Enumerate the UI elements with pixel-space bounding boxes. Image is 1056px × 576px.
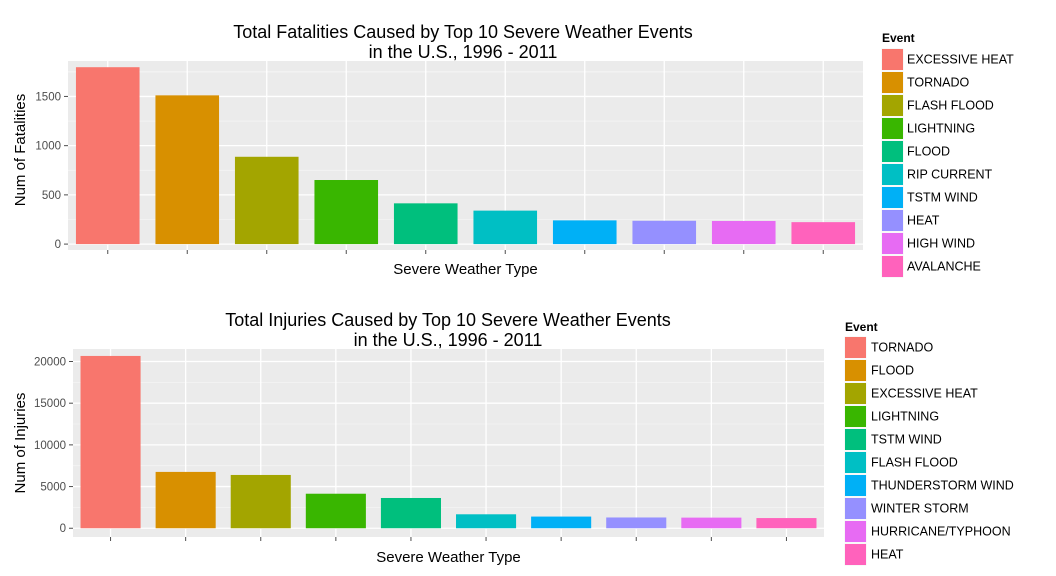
y-axis-title: Num of Fatalities — [12, 94, 29, 207]
legend-swatch — [882, 233, 903, 254]
legend-label: TSTM WIND — [907, 191, 978, 205]
legend-title: Event — [882, 31, 915, 45]
y-tick-label: 1000 — [35, 141, 61, 153]
y-tick-label: 500 — [42, 190, 61, 202]
y-tick-label: 0 — [55, 239, 61, 251]
legend-title: Event — [845, 320, 878, 334]
bar-thunderstorm-wind — [531, 516, 592, 529]
legend-swatch — [882, 256, 903, 277]
chart-subtitle: in the U.S., 1996 - 2011 — [354, 330, 543, 350]
legend-label: FLOOD — [907, 145, 950, 159]
y-tick-label: 0 — [60, 523, 66, 535]
chart-title: Total Fatalities Caused by Top 10 Severe… — [233, 22, 693, 42]
y-axis-title: Num of Injuries — [12, 393, 29, 494]
legend-swatch — [845, 406, 866, 427]
legend-swatch — [845, 429, 866, 450]
bar-avalanche — [791, 222, 856, 245]
legend-swatch — [882, 95, 903, 116]
injuries-chart: 0 5000 10000 15000 20000 Total Injuries Cause… — [12, 310, 1014, 567]
bar-tornado — [80, 355, 141, 529]
bar-flood — [393, 203, 458, 245]
bar-heat — [632, 220, 697, 245]
legend-label: FLASH FLOOD — [871, 456, 958, 470]
bar-high-wind — [711, 220, 776, 245]
legend-label: HIGH WIND — [907, 237, 975, 251]
bar-excessive-heat — [230, 474, 291, 529]
legend-label: TSTM WIND — [871, 433, 942, 447]
y-tick-label: 15000 — [34, 398, 66, 410]
y-tick-label: 20000 — [34, 357, 66, 369]
chart-subtitle: in the U.S., 1996 - 2011 — [369, 42, 558, 62]
legend-swatch — [845, 383, 866, 404]
bar-flood — [155, 471, 216, 529]
legend-swatch — [882, 164, 903, 185]
y-tick-label: 1500 — [35, 91, 61, 103]
chart-title: Total Injuries Caused by Top 10 Severe W… — [225, 310, 671, 330]
x-axis-title: Severe Weather Type — [376, 549, 521, 566]
legend-label: FLOOD — [871, 364, 914, 378]
legend-swatch — [882, 210, 903, 231]
legend-label: HURRICANE/TYPHOON — [871, 525, 1011, 539]
legend-label: HEAT — [907, 214, 940, 228]
legend-swatch — [845, 544, 866, 565]
legend-label: THUNDERSTORM WIND — [871, 479, 1014, 493]
legend-swatch — [845, 360, 866, 381]
y-tick-label: 10000 — [34, 440, 66, 452]
legend-swatch — [845, 337, 866, 358]
bar-tornado — [155, 95, 220, 245]
legend-label: HEAT — [871, 548, 904, 562]
bar-lightning — [314, 180, 379, 245]
fatalities-chart: 0 500 1000 1500 Total Fatalities Caused by T… — [12, 22, 1014, 279]
bar-lightning — [305, 493, 366, 529]
legend-swatch — [845, 498, 866, 519]
legend-swatch — [845, 521, 866, 542]
legend-swatch — [882, 187, 903, 208]
bar-winter-storm — [606, 517, 667, 529]
legend: Event TORNADO FLOOD EXCESSIVE HEAT LIGHTNING… — [843, 320, 1014, 567]
legend-swatch — [882, 118, 903, 139]
legend-label: EXCESSIVE HEAT — [907, 53, 1014, 67]
legend-label: LIGHTNING — [907, 122, 975, 136]
legend-label: EXCESSIVE HEAT — [871, 387, 978, 401]
x-axis-title: Severe Weather Type — [393, 261, 538, 278]
legend-swatch — [882, 49, 903, 70]
y-tick-label: 5000 — [40, 482, 66, 494]
legend-swatch — [845, 475, 866, 496]
legend-label: TORNADO — [907, 76, 970, 90]
legend-swatch — [882, 72, 903, 93]
bar-flash-flood — [456, 514, 517, 529]
legend-label: LIGHTNING — [871, 410, 939, 424]
bar-rip-current — [473, 210, 538, 245]
legend-swatch — [882, 141, 903, 162]
legend-label: TORNADO — [871, 341, 934, 355]
legend-label: WINTER STORM — [871, 502, 969, 516]
bar-tstm-wind — [552, 220, 617, 245]
legend-label: FLASH FLOOD — [907, 99, 994, 113]
legend-swatch — [845, 452, 866, 473]
legend-label: AVALANCHE — [907, 260, 981, 274]
bar-tstm-wind — [380, 497, 441, 529]
bar-flash-flood — [234, 156, 299, 245]
legend-label: RIP CURRENT — [907, 168, 993, 182]
legend: Event EXCESSIVE HEAT TORNADO FLASH FLOOD LIG… — [880, 31, 1014, 279]
bar-heat — [756, 518, 817, 529]
bar-excessive-heat — [75, 67, 140, 245]
bar-hurricane-typhoon — [681, 517, 742, 529]
